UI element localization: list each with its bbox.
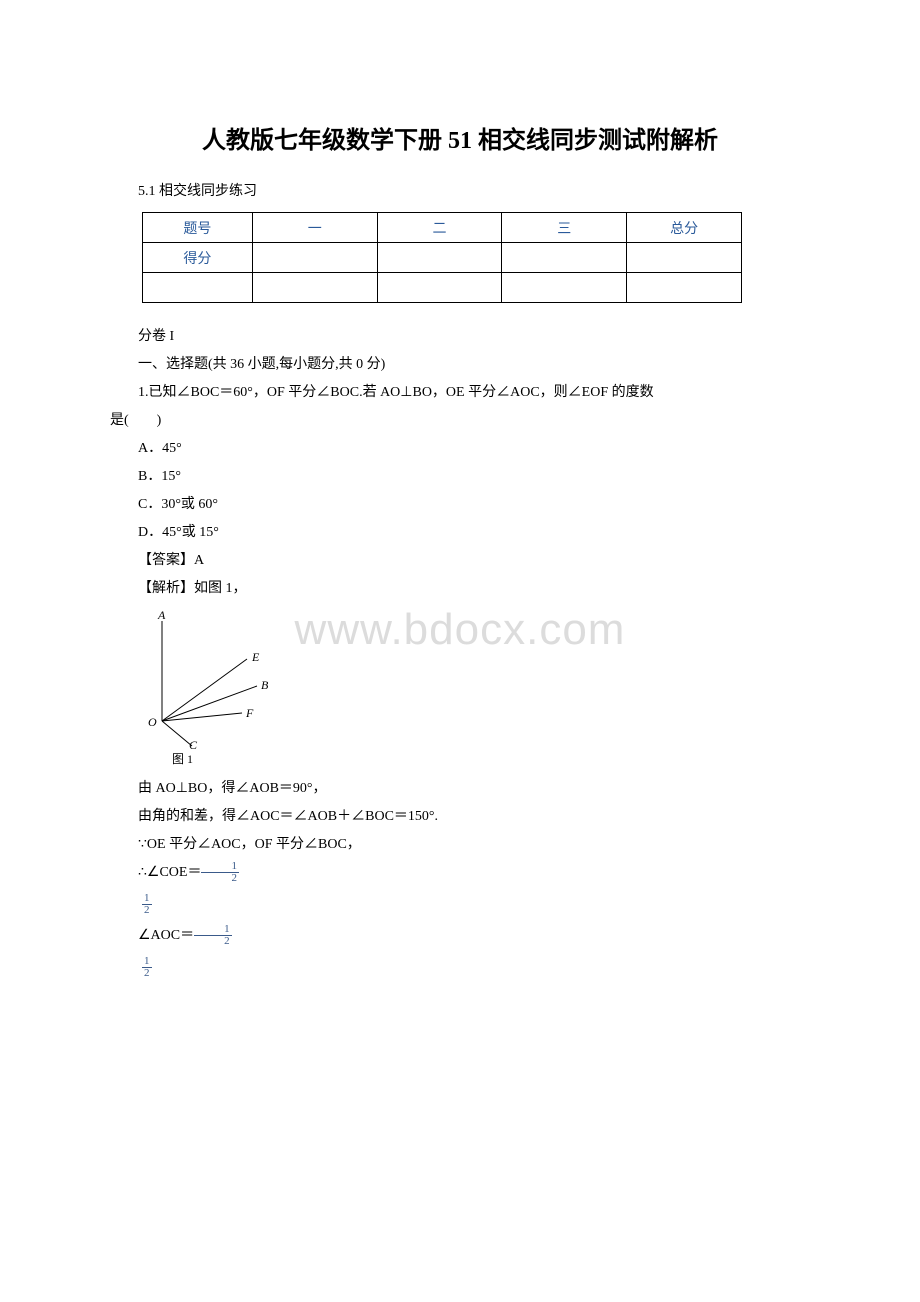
section-label: 分卷 I	[110, 323, 810, 351]
score-table: 题号 一 二 三 总分 得分	[142, 212, 742, 303]
solution-line: ∠AOC＝12	[110, 922, 810, 950]
table-header-cell: 总分	[627, 213, 742, 243]
fraction-half: 12	[201, 861, 239, 884]
diagram-label-a: A	[157, 611, 166, 622]
solution-line: ∴∠COE＝12	[110, 859, 810, 887]
table-cell	[252, 273, 377, 303]
answer-label: 【答案】A	[138, 547, 810, 575]
table-header-cell: 题号	[143, 213, 253, 243]
geometry-diagram: A E B F C O 图 1	[142, 611, 810, 767]
diagram-label-f: F	[245, 706, 254, 720]
solution-line: 由角的和差，得∠AOC＝∠AOB＋∠BOC＝150°.	[110, 803, 810, 831]
fraction-half: 12	[194, 924, 232, 947]
solution-prefix: ∠AOC＝	[138, 928, 194, 943]
question-text: 1.已知∠BOC＝60°，OF 平分∠BOC.若 AO⊥BO，OE 平分∠AOC…	[110, 379, 810, 407]
diagram-label-b: B	[261, 678, 269, 692]
section-heading: 一、选择题(共 36 小题,每小题分,共 0 分)	[110, 351, 810, 379]
page-title: 人教版七年级数学下册 51 相交线同步测试附解析	[110, 120, 810, 155]
explanation-label: 【解析】如图 1，	[138, 575, 810, 603]
table-cell	[627, 273, 742, 303]
table-cell	[502, 273, 627, 303]
option-a: A．45°	[138, 435, 810, 463]
diagram-label-e: E	[251, 650, 260, 664]
table-row: 得分	[143, 243, 742, 273]
table-cell	[377, 273, 502, 303]
fraction-half: 12	[142, 956, 152, 979]
diagram-label-o: O	[148, 715, 157, 729]
table-cell	[143, 273, 253, 303]
fraction-standalone: 12	[142, 956, 810, 979]
table-row: 题号 一 二 三 总分	[143, 213, 742, 243]
table-header-cell: 二	[377, 213, 502, 243]
solution-line: ∵OE 平分∠AOC，OF 平分∠BOC，	[110, 831, 810, 859]
table-header-cell: 三	[502, 213, 627, 243]
fraction-half: 12	[142, 893, 152, 916]
solution-prefix: ∴∠COE＝	[138, 865, 201, 880]
option-c: C．30°或 60°	[138, 491, 810, 519]
document-content: 人教版七年级数学下册 51 相交线同步测试附解析 5.1 相交线同步练习 题号 …	[110, 120, 810, 979]
option-d: D．45°或 15°	[138, 519, 810, 547]
solution-line: 由 AO⊥BO，得∠AOB＝90°，	[110, 775, 810, 803]
table-cell	[377, 243, 502, 273]
table-row	[143, 273, 742, 303]
subtitle-text: 5.1 相交线同步练习	[110, 180, 810, 200]
table-cell	[627, 243, 742, 273]
figure-caption: 图 1	[172, 750, 810, 767]
table-cell	[502, 243, 627, 273]
table-cell	[252, 243, 377, 273]
fraction-standalone: 12	[142, 893, 810, 916]
question-text-continued: 是( )	[110, 407, 810, 435]
table-header-cell: 一	[252, 213, 377, 243]
table-cell: 得分	[143, 243, 253, 273]
option-b: B．15°	[138, 463, 810, 491]
